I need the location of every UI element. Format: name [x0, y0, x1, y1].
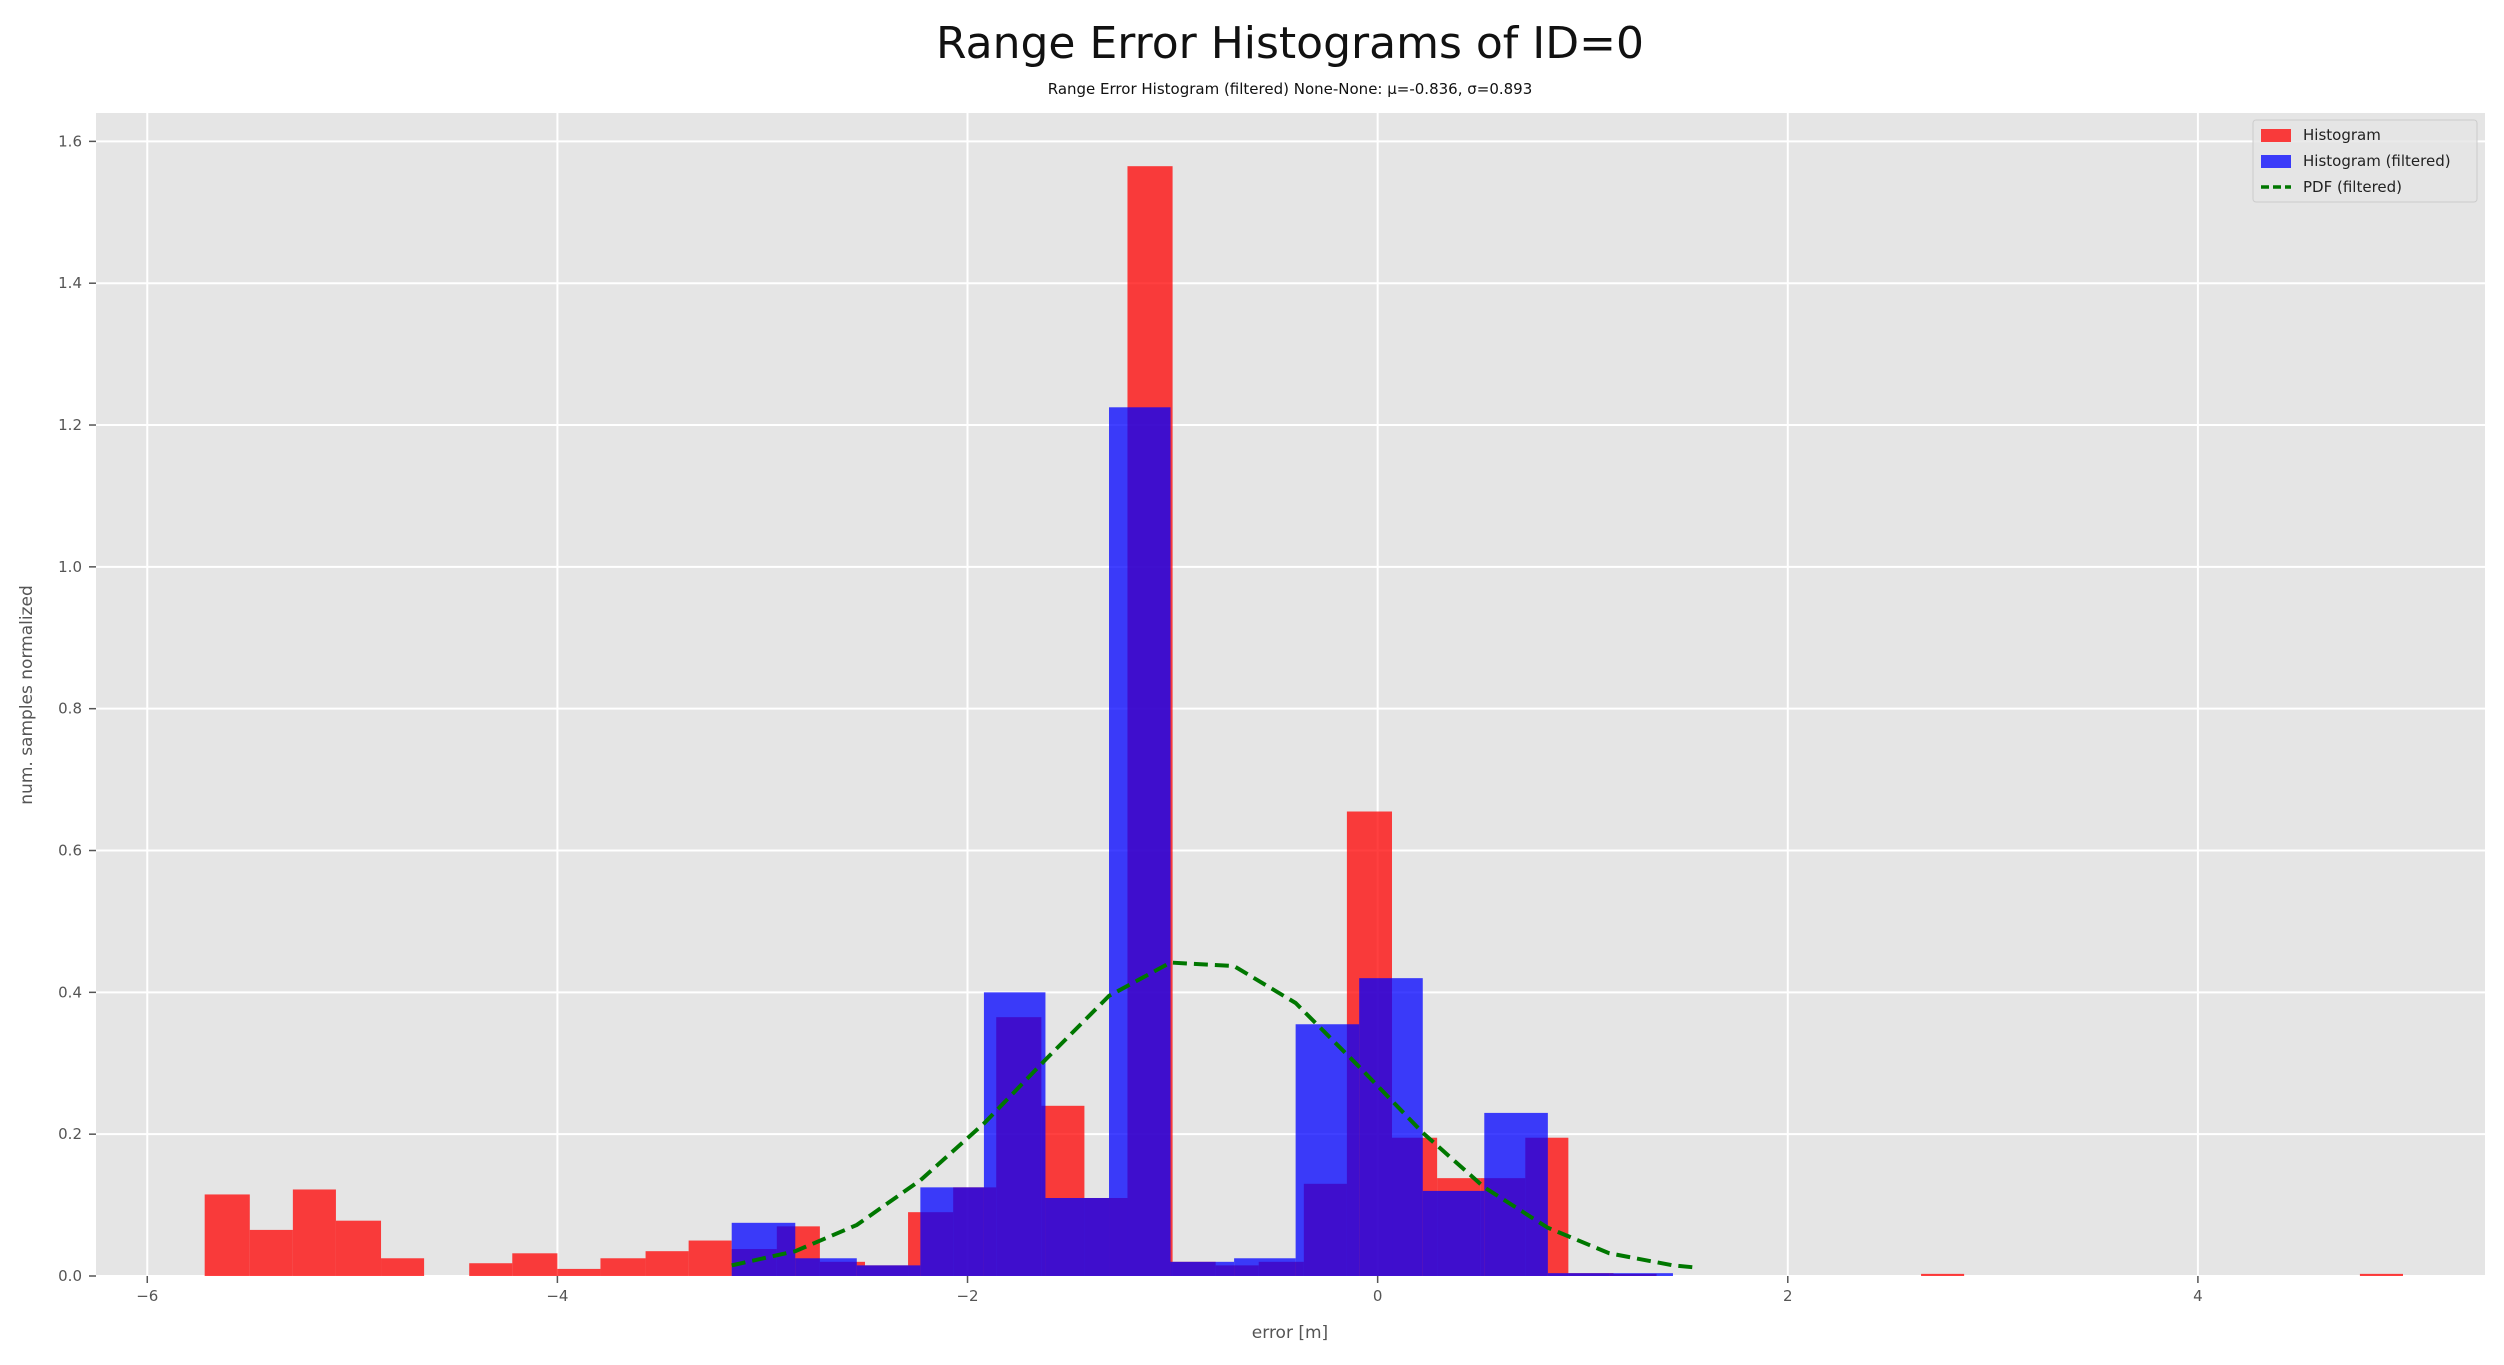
y-tick-label: 1.6	[58, 132, 82, 150]
y-tick-label: 0.0	[58, 1267, 82, 1285]
x-axis-ticks: −6 −4 −2 0 2 4	[136, 1276, 2203, 1305]
legend-box	[2252, 119, 2478, 203]
legend-swatch	[2261, 155, 2291, 168]
histogram-bar	[249, 1229, 293, 1276]
x-tick-label: 4	[2193, 1287, 2203, 1305]
histogram-filtered-bar	[1045, 1197, 1110, 1276]
x-tick-label: −2	[956, 1287, 978, 1305]
grid-lines	[96, 113, 2485, 1277]
histogram-filtered-bar	[731, 1222, 796, 1276]
histogram-filtered-bar	[983, 992, 1046, 1276]
y-tick-label: 1.2	[58, 416, 82, 434]
y-tick-label: 0.6	[58, 842, 82, 860]
histogram-filtered-bars	[731, 407, 1673, 1276]
y-tick-label: 0.8	[58, 700, 82, 718]
histogram-filtered-bar	[920, 1187, 984, 1276]
pdf-line	[731, 960, 1696, 1270]
chart-subtitle: Range Error Histogram (filtered) None-No…	[1048, 80, 1533, 98]
x-tick-label: 2	[1783, 1287, 1793, 1305]
histogram-filtered-bar	[795, 1258, 857, 1276]
legend-label: Histogram	[2303, 126, 2381, 144]
histogram-filtered-bar	[1609, 1273, 1673, 1276]
legend-label: PDF (filtered)	[2303, 178, 2402, 196]
histogram-filtered-bar	[1422, 1190, 1485, 1276]
histogram-bar	[512, 1253, 558, 1276]
y-tick-label: 0.2	[58, 1125, 82, 1143]
x-tick-label: 0	[1373, 1287, 1383, 1305]
histogram-filtered-bar	[1234, 1258, 1296, 1276]
y-tick-label: 1.4	[58, 274, 82, 292]
histogram-bar	[557, 1268, 601, 1276]
legend-swatch	[2261, 129, 2291, 142]
histogram-filtered-bar	[1109, 407, 1171, 1276]
histogram-filtered-bar	[1170, 1261, 1235, 1276]
y-tick-label: 0.4	[58, 983, 82, 1001]
histogram-bar	[469, 1263, 513, 1276]
legend: Histogram Histogram (filtered) PDF (filter…	[2252, 119, 2478, 203]
chart-title: Range Error Histograms of ID=0	[936, 18, 1644, 69]
y-axis-ticks: 0.0 0.2 0.4 0.6 0.8 1.0 1.2 1.4 1.6	[58, 132, 96, 1285]
histogram-bar	[688, 1240, 732, 1276]
legend-label: Histogram (filtered)	[2303, 152, 2451, 170]
plot-area	[96, 113, 2485, 1276]
histogram-bar	[335, 1220, 382, 1276]
histogram-filtered-bar	[1547, 1273, 1610, 1276]
x-axis-label: error [m]	[1252, 1323, 1328, 1343]
histogram-filtered-bar	[856, 1265, 921, 1276]
y-tick-label: 1.0	[58, 558, 82, 576]
x-tick-label: −6	[136, 1287, 158, 1305]
y-axis-label: num. samples normalized	[17, 585, 37, 804]
histogram-filtered-bar	[1359, 978, 1423, 1276]
histogram-bar	[1921, 1273, 1965, 1276]
histogram-bar	[292, 1189, 336, 1276]
histogram-bar	[204, 1194, 250, 1276]
histogram-bar	[600, 1258, 646, 1276]
x-tick-label: −4	[546, 1287, 568, 1305]
histogram-filtered-bar	[1295, 1024, 1360, 1276]
histogram-bar	[381, 1258, 425, 1276]
histogram-bar	[2359, 1273, 2403, 1276]
pdf-curve	[731, 960, 1696, 1270]
histogram-bar	[645, 1251, 689, 1276]
